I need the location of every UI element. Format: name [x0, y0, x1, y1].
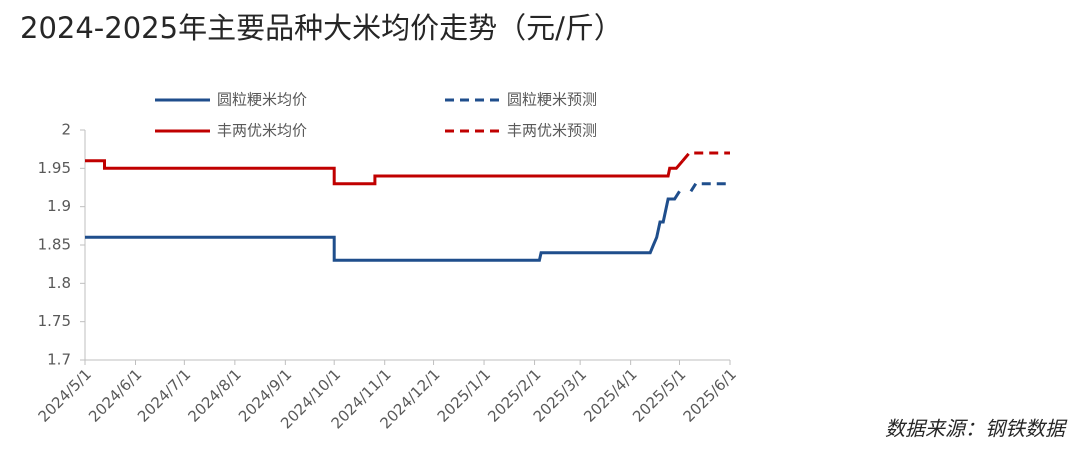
source-note: 数据来源：钢铁数据 [885, 417, 1068, 441]
y-tick-label: 1.7 [47, 351, 71, 369]
series-line [85, 159, 684, 186]
x-tick-label: 2025/1/1 [434, 365, 494, 425]
legend-label: 圆粒粳米均价 [217, 91, 307, 109]
y-tick-label: 1.85 [38, 236, 71, 254]
legend-label: 丰两优米预测 [507, 122, 597, 140]
x-tick-label: 2025/6/1 [680, 365, 740, 425]
y-tick-label: 1.75 [38, 312, 71, 330]
legend-label: 圆粒粳米预测 [507, 91, 597, 109]
chart-title: 2024-2025年主要品种大米均价走势（元/斤） [20, 11, 623, 45]
y-tick-label: 2 [61, 121, 71, 139]
series-line [681, 151, 730, 162]
x-tick-label: 2024/5/1 [35, 365, 95, 425]
y-tick-label: 1.9 [47, 197, 71, 215]
y-tick-label: 1.95 [38, 159, 71, 177]
x-tick-label: 2024/7/1 [134, 365, 194, 425]
y-tick-label: 1.8 [47, 274, 71, 292]
x-tick-label: 2025/5/1 [629, 365, 689, 425]
legend-label: 丰两优米均价 [217, 122, 307, 140]
x-tick-label: 2024/8/1 [184, 365, 244, 425]
series-line [85, 190, 681, 262]
series-line [689, 182, 730, 193]
